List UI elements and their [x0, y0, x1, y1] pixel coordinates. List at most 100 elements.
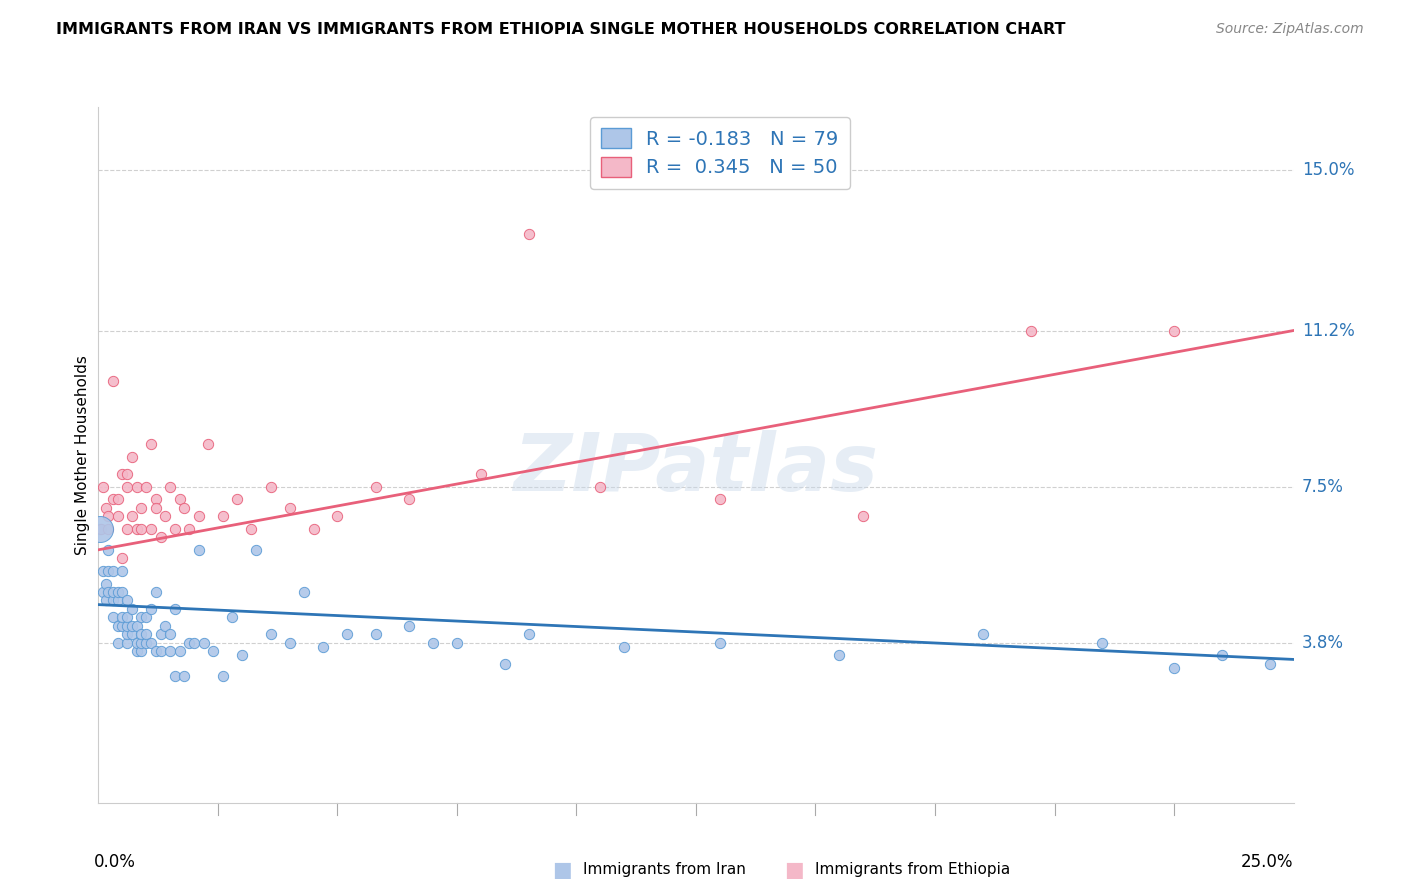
Point	[149, 530, 172, 544]
Point	[121, 627, 143, 641]
Point	[221, 610, 243, 624]
Text: 25.0%: 25.0%	[1241, 854, 1294, 871]
Point	[336, 627, 359, 641]
Point	[115, 467, 138, 481]
Point	[107, 509, 129, 524]
Point	[125, 644, 148, 658]
Point	[163, 522, 186, 536]
Point	[111, 551, 134, 566]
Point	[163, 669, 186, 683]
Point	[398, 618, 420, 632]
Point	[589, 479, 612, 493]
Point	[145, 644, 167, 658]
Point	[470, 467, 492, 481]
Point	[90, 522, 112, 536]
Point	[173, 669, 195, 683]
Point	[159, 644, 181, 658]
Point	[145, 500, 167, 515]
Point	[139, 635, 162, 649]
Point	[91, 479, 114, 493]
Point	[101, 585, 124, 599]
Text: ■: ■	[553, 860, 572, 880]
Point	[145, 585, 167, 599]
Point	[302, 522, 325, 536]
Point	[187, 542, 209, 557]
Point	[145, 492, 167, 507]
Point	[101, 564, 124, 578]
Text: 0.0%: 0.0%	[94, 854, 135, 871]
Point	[115, 522, 138, 536]
Point	[226, 492, 249, 507]
Point	[131, 500, 153, 515]
Point	[398, 492, 420, 507]
Text: IMMIGRANTS FROM IRAN VS IMMIGRANTS FROM ETHIOPIA SINGLE MOTHER HOUSEHOLDS CORREL: IMMIGRANTS FROM IRAN VS IMMIGRANTS FROM …	[56, 22, 1066, 37]
Point	[131, 627, 153, 641]
Point	[125, 479, 148, 493]
Text: Immigrants from Iran: Immigrants from Iran	[583, 863, 747, 877]
Point	[135, 627, 157, 641]
Point	[202, 644, 225, 658]
Point	[326, 509, 349, 524]
Point	[107, 585, 129, 599]
Point	[111, 618, 134, 632]
Text: 3.8%: 3.8%	[1302, 633, 1344, 651]
Point	[179, 522, 201, 536]
Point	[240, 522, 263, 536]
Point	[111, 585, 134, 599]
Point	[131, 644, 153, 658]
Point	[139, 522, 162, 536]
Point	[613, 640, 636, 654]
Point	[149, 627, 172, 641]
Point	[94, 576, 117, 591]
Point	[169, 644, 191, 658]
Point	[211, 669, 233, 683]
Point	[155, 618, 177, 632]
Point	[828, 648, 851, 663]
Point	[115, 610, 138, 624]
Point	[1163, 324, 1185, 338]
Point	[107, 635, 129, 649]
Point	[135, 479, 157, 493]
Point	[364, 627, 387, 641]
Point	[709, 635, 731, 649]
Point	[97, 564, 120, 578]
Point	[115, 627, 138, 641]
Point	[115, 635, 138, 649]
Point	[292, 585, 315, 599]
Text: 7.5%: 7.5%	[1302, 477, 1344, 496]
Point	[179, 635, 201, 649]
Point	[446, 635, 468, 649]
Point	[1019, 324, 1042, 338]
Point	[155, 509, 177, 524]
Text: ■: ■	[785, 860, 804, 880]
Point	[125, 635, 148, 649]
Point	[149, 644, 172, 658]
Point	[131, 635, 153, 649]
Point	[494, 657, 516, 671]
Point	[364, 479, 387, 493]
Point	[1258, 657, 1281, 671]
Point	[1163, 661, 1185, 675]
Point	[131, 522, 153, 536]
Point	[111, 564, 134, 578]
Point	[107, 618, 129, 632]
Text: ZIPatlas: ZIPatlas	[513, 430, 879, 508]
Point	[1091, 635, 1114, 649]
Point	[101, 610, 124, 624]
Point	[107, 593, 129, 607]
Point	[125, 618, 148, 632]
Point	[169, 492, 191, 507]
Y-axis label: Single Mother Households: Single Mother Households	[75, 355, 90, 555]
Point	[278, 500, 301, 515]
Point	[159, 479, 181, 493]
Point	[101, 593, 124, 607]
Point	[91, 564, 114, 578]
Point	[115, 593, 138, 607]
Point	[97, 542, 120, 557]
Point	[107, 492, 129, 507]
Point	[89, 522, 111, 536]
Point	[231, 648, 253, 663]
Point	[125, 522, 148, 536]
Text: Immigrants from Ethiopia: Immigrants from Ethiopia	[815, 863, 1011, 877]
Point	[259, 479, 281, 493]
